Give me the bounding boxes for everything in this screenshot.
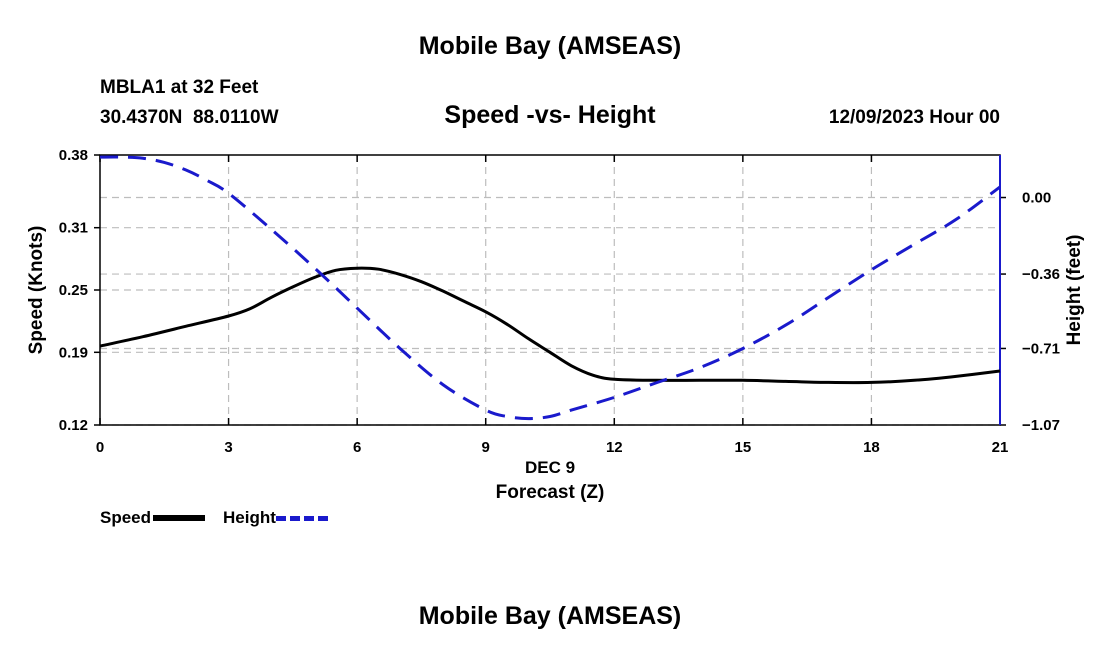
y-axis-title: Speed (Knots) xyxy=(26,225,47,355)
legend-swatch-height xyxy=(275,515,328,521)
x-tick-label: 9 xyxy=(482,439,490,456)
y-tick-label: 0.12 xyxy=(59,417,88,434)
station-label: MBLA1 at 32 Feet xyxy=(100,77,259,98)
series-line-speed xyxy=(99,266,1001,385)
x-tick-label: 6 xyxy=(353,439,361,456)
x-tick-label: 18 xyxy=(863,439,880,456)
y2-tick-label: −0.36 xyxy=(1022,266,1060,283)
series xyxy=(99,155,1001,421)
x-tick-label: 3 xyxy=(224,439,232,456)
legend: Speed Height xyxy=(100,508,328,528)
x-tick-label: 21 xyxy=(992,439,1009,456)
legend-swatch-speed xyxy=(153,515,206,521)
page-title-top: Mobile Bay (AMSEAS) xyxy=(418,32,682,60)
y-tick-label: 0.38 xyxy=(59,147,88,164)
y2-axis-title: Height (feet) xyxy=(1064,234,1085,346)
timestamp-label: 12/09/2023 Hour 00 xyxy=(828,107,1000,128)
y-tick-label: 0.25 xyxy=(59,282,88,299)
series-line-height xyxy=(99,155,1001,421)
legend-label-height: Height xyxy=(223,508,276,527)
axes: 0 3 6 9 12 15 18 21 0.38 0.31 0.25 0.19 0.12 0.00 −0.3… xyxy=(59,147,1060,456)
coordinates-label: 30.4370N 88.0110W xyxy=(100,107,279,128)
legend-label-speed: Speed xyxy=(100,508,152,527)
y2-tick-label: 0.00 xyxy=(1022,190,1051,207)
x-tick-label: 12 xyxy=(606,439,623,456)
grid-lines xyxy=(100,155,1000,426)
y2-tick-label: −0.71 xyxy=(1022,340,1060,357)
chart-title: Speed -vs- Height xyxy=(444,101,656,129)
page-title-bottom: Mobile Bay (AMSEAS) xyxy=(418,602,682,630)
x-axis-title: Forecast (Z) xyxy=(495,482,605,503)
x-tick-label: 15 xyxy=(735,439,752,456)
x-tick-label: 0 xyxy=(96,439,104,456)
x-sublabel: DEC 9 xyxy=(524,458,576,477)
y-tick-label: 0.31 xyxy=(59,220,88,237)
y-tick-label: 0.19 xyxy=(59,344,88,361)
y2-tick-label: −1.07 xyxy=(1022,417,1060,434)
